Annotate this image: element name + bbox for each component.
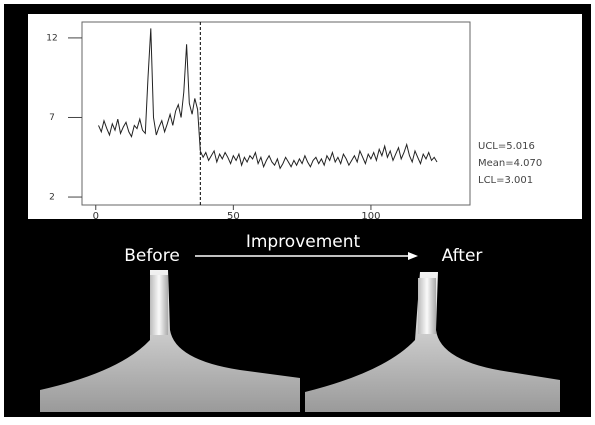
plot: 2 7 12 0 50 100 UCL=5.016 Mean=4.070 LCL=3.001	[46, 22, 542, 222]
x-tick-label: 0	[93, 211, 99, 222]
y-tick-label: 12	[46, 33, 57, 43]
y-tick-label: 7	[49, 113, 55, 123]
photo-after	[305, 272, 560, 412]
control-limit-label: UCL=5.016	[478, 141, 535, 152]
x-tick-label: 50	[227, 211, 240, 222]
plot-frame	[81, 21, 471, 206]
improvement-label: Improvement	[246, 232, 361, 252]
chart-panel	[28, 14, 582, 219]
before-label: Before	[124, 246, 180, 266]
control-limit-label: LCL=3.001	[478, 175, 533, 186]
x-tick-label: 100	[361, 211, 380, 222]
y-tick-label: 2	[49, 193, 55, 203]
data-line	[98, 28, 438, 170]
photo-before	[40, 270, 300, 412]
control-limit-label: Mean=4.070	[478, 158, 542, 169]
arrow-head	[408, 252, 418, 260]
after-label: After	[442, 246, 483, 266]
